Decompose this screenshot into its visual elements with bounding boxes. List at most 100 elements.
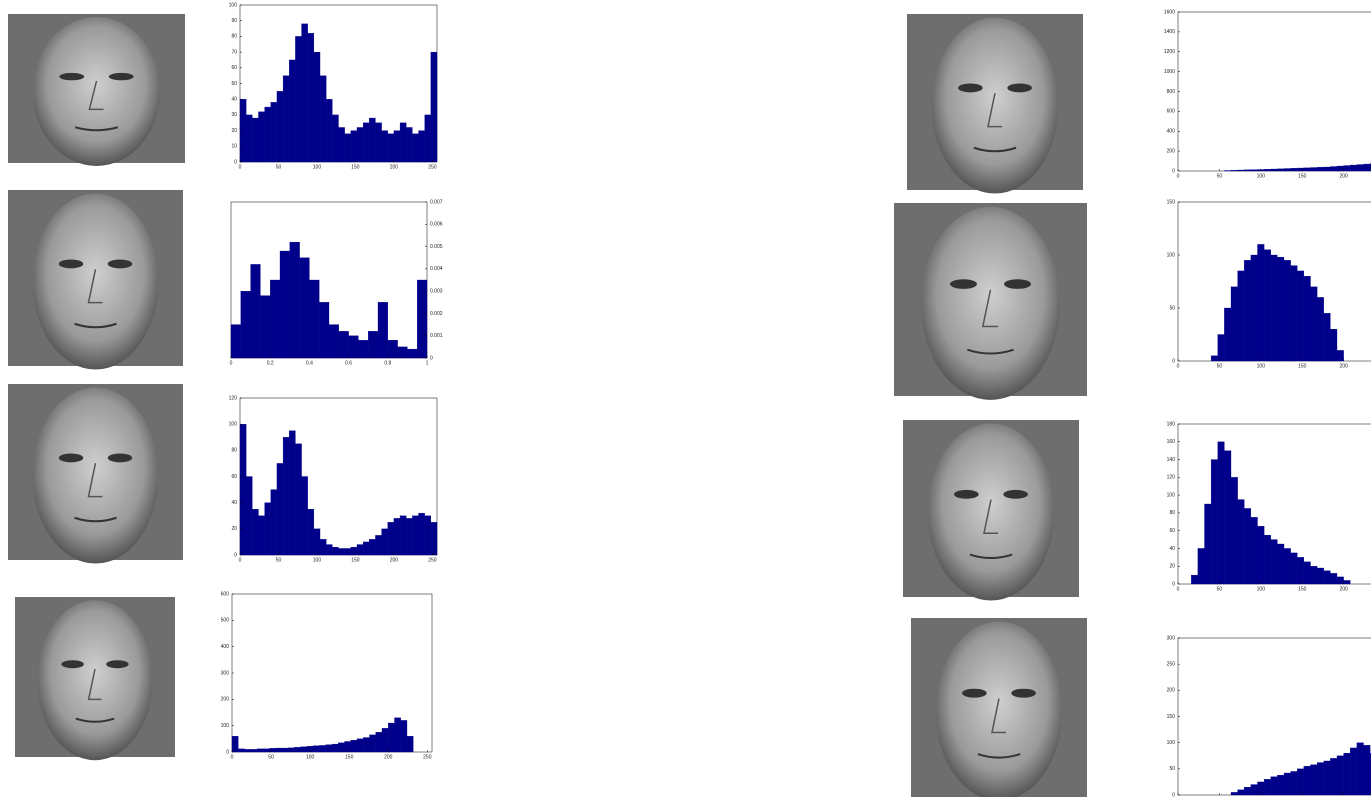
y-tick-label: 60: [231, 65, 237, 71]
histogram-bar: [407, 736, 413, 752]
y-tick-label: 0.003: [430, 288, 443, 294]
y-tick-label: 250: [1167, 661, 1176, 667]
y-tick-label: 80: [231, 448, 237, 454]
histogram-bar: [320, 76, 326, 162]
histogram-bar: [1297, 769, 1304, 795]
histogram-bar: [1244, 508, 1251, 584]
x-tick-label: 200: [384, 754, 393, 760]
histogram-bar: [417, 280, 427, 358]
y-tick-label: 160: [1167, 439, 1176, 445]
y-tick-label: 0.005: [430, 244, 443, 250]
histogram-bar: [1311, 566, 1318, 584]
eye: [958, 84, 983, 93]
histogram-bar: [431, 522, 437, 555]
x-tick-label: 100: [1257, 586, 1266, 592]
face: [33, 194, 159, 370]
y-tick-label: 30: [231, 112, 237, 118]
histogram-bar: [309, 280, 319, 358]
histogram-bar: [1330, 758, 1337, 795]
x-tick-label: 50: [276, 557, 282, 563]
y-tick-label: 50: [1169, 305, 1175, 311]
x-tick-label: 0.6: [345, 360, 352, 366]
y-tick-label: 60: [1169, 528, 1175, 534]
histogram-bar: [260, 296, 270, 358]
histogram-bar: [1191, 575, 1198, 584]
y-tick-label: 10: [231, 144, 237, 150]
histogram-bar: [1238, 500, 1245, 584]
y-tick-label: 80: [231, 34, 237, 40]
histogram-bar: [382, 728, 388, 752]
face-photo: [894, 203, 1087, 400]
face-photo: [8, 14, 185, 166]
histogram-bar: [246, 115, 252, 162]
face: [33, 17, 160, 166]
histogram-bar: [1291, 266, 1298, 361]
histogram-bar: [1277, 544, 1284, 584]
y-tick-label: 600: [1167, 109, 1176, 115]
face-photo: [911, 618, 1087, 797]
histogram-bar: [1251, 785, 1258, 795]
y-tick-label: 100: [229, 421, 238, 427]
histogram-bar: [369, 539, 375, 555]
histogram-bar: [1324, 761, 1331, 795]
y-tick-label: 0.002: [430, 311, 443, 317]
histogram-bar: [258, 516, 264, 555]
histogram-bar: [1337, 756, 1344, 795]
histogram-bar: [1330, 329, 1337, 361]
x-tick-label: 100: [313, 557, 322, 563]
y-tick-label: 0.004: [430, 266, 443, 272]
eye: [962, 689, 987, 698]
y-tick-label: 1000: [1164, 69, 1175, 75]
histogram-bar: [388, 134, 394, 162]
histogram-bar: [407, 349, 417, 358]
x-tick-label: 250: [428, 164, 437, 170]
x-tick-label: 50: [1217, 173, 1223, 179]
histogram-bar: [388, 723, 394, 752]
histogram-bar: [357, 545, 363, 555]
histogram-bar: [345, 741, 351, 752]
histogram-bar: [271, 490, 277, 555]
x-tick-label: 50: [276, 164, 282, 170]
histogram-bar: [320, 539, 326, 555]
face-photo: [907, 14, 1083, 194]
histogram-bar: [1330, 167, 1337, 171]
histogram-bar: [1211, 460, 1218, 584]
histogram-bar: [1291, 553, 1298, 584]
histogram-bar: [1271, 777, 1278, 795]
page: 050100150200250010203040506070809010000.…: [0, 0, 1371, 797]
figure: 050100150200250010203040506070809010000.…: [0, 0, 1371, 797]
histogram-bar: [1317, 297, 1324, 361]
y-tick-label: 40: [1169, 546, 1175, 552]
histogram-bar: [1291, 771, 1298, 795]
histogram-bar: [382, 529, 388, 555]
histogram-bar: [300, 258, 310, 358]
histogram-bar: [1224, 308, 1231, 361]
x-tick-label: 50: [1217, 363, 1223, 369]
histogram-bar: [1304, 276, 1311, 361]
x-tick-label: 250: [428, 557, 437, 563]
y-tick-label: 0: [1172, 792, 1175, 797]
y-tick-label: 0: [234, 159, 237, 165]
histogram-bar: [326, 745, 332, 752]
histogram-bar: [1264, 779, 1271, 795]
histogram-bar: [1297, 168, 1304, 171]
histogram-bar: [419, 131, 425, 162]
y-tick-label: 40: [231, 500, 237, 506]
face-photo: [903, 420, 1079, 601]
histogram-bar: [1231, 477, 1238, 584]
histogram-bar: [1224, 451, 1231, 584]
eye: [59, 73, 84, 80]
eye: [59, 260, 84, 269]
y-tick-label: 20: [1169, 564, 1175, 570]
histogram-bar: [375, 535, 381, 555]
y-tick-label: 800: [1167, 89, 1176, 95]
face-photo: [8, 384, 183, 564]
histogram-bar: [1357, 743, 1364, 795]
x-tick-label: 200: [390, 557, 399, 563]
histogram-bar: [1244, 260, 1251, 361]
x-tick-label: 1: [426, 360, 429, 366]
histogram-bar: [345, 134, 351, 162]
x-tick-label: 0: [1177, 173, 1180, 179]
histogram-bar: [1231, 287, 1238, 361]
histogram-bar: [412, 134, 418, 162]
